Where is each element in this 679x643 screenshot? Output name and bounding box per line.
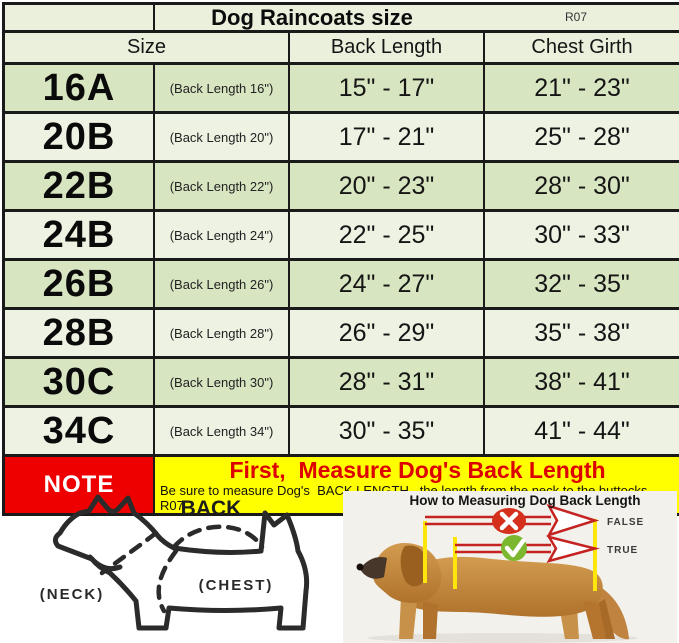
size-note-cell: (Back Length 24") — [153, 212, 288, 258]
chest-girth-cell: 35" - 38" — [483, 310, 679, 356]
size-cell: 28B — [42, 311, 116, 354]
table-row: 20B (Back Length 20") 17" - 21" 25" - 28… — [5, 111, 679, 160]
how-to-photo: How to Measuring Dog Back Length FALSE T… — [343, 491, 677, 643]
title-row: Dog Raincoats size R07 — [5, 5, 679, 30]
col-header-chest-girth: Chest Girth — [483, 33, 679, 62]
back-label: BACK — [181, 497, 242, 520]
golden-dog-photo — [356, 542, 629, 640]
table-row: 16A (Back Length 16") 15" - 17" 21" - 23… — [5, 62, 679, 111]
note-banner: NOTE First, Measure Dog's Back Length Be… — [5, 454, 679, 513]
table-title: Dog Raincoats size — [211, 5, 413, 30]
col-header-back-length: Back Length — [288, 33, 483, 62]
chest-girth-cell: 41" - 44" — [483, 408, 679, 454]
table-row: 26B (Back Length 26") 24" - 27" 32" - 35… — [5, 258, 679, 307]
size-note-cell: (Back Length 26") — [153, 261, 288, 307]
dog-measurement-diagram: BACK (NECK) (CHEST) — [40, 494, 310, 631]
chest-label: (CHEST) — [199, 577, 274, 594]
measurement-dashed-lines — [99, 524, 265, 614]
neck-label: (NECK) — [40, 586, 105, 603]
true-arrow — [455, 535, 600, 563]
size-table: Dog Raincoats size R07 Size Back Length … — [2, 2, 679, 516]
table-row: 34C (Back Length 34") 30" - 35" 41" - 44… — [5, 405, 679, 454]
false-label: FALSE — [607, 517, 644, 528]
chest-girth-cell: 25" - 28" — [483, 114, 679, 160]
table-row: 30C (Back Length 30") 28" - 31" 38" - 41… — [5, 356, 679, 405]
size-note-cell: (Back Length 34") — [153, 408, 288, 454]
back-length-dashed-arc — [171, 524, 265, 550]
table-row: 22B (Back Length 22") 20" - 23" 28" - 30… — [5, 160, 679, 209]
size-cell: 26B — [42, 262, 116, 305]
title-cell: Dog Raincoats size R07 — [153, 5, 679, 30]
size-note-cell: (Back Length 16") — [153, 65, 288, 111]
true-label: TRUE — [607, 545, 638, 556]
header-row: Size Back Length Chest Girth — [5, 30, 679, 62]
chest-girth-cell: 21" - 23" — [483, 65, 679, 111]
note-ref: R07 — [160, 498, 184, 513]
back-length-cell: 17" - 21" — [288, 114, 483, 160]
size-cell: 24B — [42, 213, 116, 256]
size-note-cell: (Back Length 20") — [153, 114, 288, 160]
back-length-cell: 22" - 25" — [288, 212, 483, 258]
back-length-cell: 20" - 23" — [288, 163, 483, 209]
note-text-cell: First, Measure Dog's Back Length Be sure… — [153, 457, 679, 513]
size-cell: 22B — [42, 164, 116, 207]
neck-girth-dashed-line — [99, 530, 159, 576]
size-note-cell: (Back Length 30") — [153, 359, 288, 405]
back-length-cell: 24" - 27" — [288, 261, 483, 307]
chest-girth-dashed-line — [156, 548, 179, 614]
table-row: 28B (Back Length 28") 26" - 29" 35" - 38… — [5, 307, 679, 356]
arrow-right-icon — [546, 503, 600, 538]
size-cell: 16A — [42, 66, 116, 109]
table-ref: R07 — [565, 10, 588, 24]
photo-title: How to Measuring Dog Back Length — [409, 493, 640, 508]
chest-girth-cell: 30" - 33" — [483, 212, 679, 258]
arrow-right-icon — [546, 535, 600, 563]
chest-girth-cell: 38" - 41" — [483, 359, 679, 405]
size-cell: 34C — [42, 409, 116, 452]
corner-cell — [5, 5, 153, 30]
size-cell: 30C — [42, 360, 116, 403]
note-heading: First, Measure Dog's Back Length — [229, 457, 606, 483]
back-length-cell: 26" - 29" — [288, 310, 483, 356]
size-note-cell: (Back Length 22") — [153, 163, 288, 209]
col-header-size: Size — [127, 36, 166, 58]
size-note-cell: (Back Length 28") — [153, 310, 288, 356]
false-arrow — [425, 503, 600, 538]
back-length-cell: 28" - 31" — [288, 359, 483, 405]
chest-girth-cell: 28" - 30" — [483, 163, 679, 209]
back-length-cell: 30" - 35" — [288, 408, 483, 454]
size-cell: 20B — [42, 115, 116, 158]
back-length-cell: 15" - 17" — [288, 65, 483, 111]
chest-girth-cell: 32" - 35" — [483, 261, 679, 307]
table-row: 24B (Back Length 24") 22" - 25" 30" - 33… — [5, 209, 679, 258]
